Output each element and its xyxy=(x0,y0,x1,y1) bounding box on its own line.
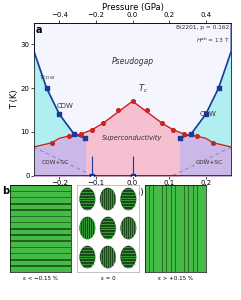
Point xyxy=(116,107,120,112)
Text: CDW+SC: CDW+SC xyxy=(196,160,223,165)
Y-axis label: T (K): T (K) xyxy=(10,89,19,109)
Bar xyxy=(10,217,71,221)
Point xyxy=(171,127,175,132)
Text: $T_\mathrm{CDW}$: $T_\mathrm{CDW}$ xyxy=(39,73,56,82)
Text: CDW+SC: CDW+SC xyxy=(42,160,69,165)
Text: a: a xyxy=(36,25,42,35)
Bar xyxy=(194,184,196,272)
Ellipse shape xyxy=(100,217,116,239)
X-axis label: ε (%): ε (%) xyxy=(122,188,143,197)
Bar xyxy=(167,184,170,272)
Bar xyxy=(10,242,71,246)
Point xyxy=(67,134,70,139)
Bar xyxy=(172,184,174,272)
Point xyxy=(182,132,186,136)
Bar xyxy=(10,230,71,233)
Bar xyxy=(150,184,152,272)
Ellipse shape xyxy=(79,217,95,239)
Text: ε < −0.15 %: ε < −0.15 % xyxy=(23,275,58,281)
Point xyxy=(57,112,61,117)
Text: Bi2201, p = 0.162: Bi2201, p = 0.162 xyxy=(176,25,229,30)
Point xyxy=(90,127,94,132)
Point xyxy=(217,86,221,91)
Text: $H^{ab}$ = 13 T: $H^{ab}$ = 13 T xyxy=(196,36,229,45)
Bar xyxy=(145,184,148,272)
Bar xyxy=(202,184,205,272)
Bar xyxy=(176,184,179,272)
Bar xyxy=(10,192,71,196)
Point xyxy=(45,86,48,91)
Text: Superconductivity: Superconductivity xyxy=(102,135,163,141)
Ellipse shape xyxy=(79,188,95,210)
Bar xyxy=(180,184,183,272)
Text: Pseudogap: Pseudogap xyxy=(112,57,154,66)
Ellipse shape xyxy=(120,217,136,239)
Ellipse shape xyxy=(120,246,136,268)
Bar xyxy=(10,205,71,208)
Point xyxy=(160,121,164,125)
Bar xyxy=(198,184,201,272)
Point xyxy=(178,136,182,141)
Text: ε = 0: ε = 0 xyxy=(100,275,115,281)
Point xyxy=(101,121,105,125)
Bar xyxy=(185,184,187,272)
Point xyxy=(50,140,54,145)
Point xyxy=(204,112,208,117)
X-axis label: Pressure (GPa): Pressure (GPa) xyxy=(102,3,163,12)
Text: CDW: CDW xyxy=(56,103,73,109)
Point xyxy=(195,134,199,139)
Bar xyxy=(10,261,71,264)
Ellipse shape xyxy=(79,246,95,268)
Ellipse shape xyxy=(100,188,116,210)
Bar xyxy=(10,254,71,258)
Point xyxy=(83,136,87,141)
Bar xyxy=(10,236,71,239)
Bar xyxy=(189,184,192,272)
Bar xyxy=(10,199,71,202)
Point xyxy=(189,132,193,136)
Bar xyxy=(10,223,71,227)
Bar xyxy=(158,184,161,272)
Ellipse shape xyxy=(100,246,116,268)
Point xyxy=(145,107,149,112)
Bar xyxy=(163,184,166,272)
Bar xyxy=(154,184,157,272)
Ellipse shape xyxy=(120,188,136,210)
Point xyxy=(211,140,215,145)
Text: b: b xyxy=(2,186,10,196)
Point xyxy=(72,132,76,136)
Bar xyxy=(10,248,71,252)
Text: CDW: CDW xyxy=(199,111,216,117)
Point xyxy=(79,132,83,136)
Bar xyxy=(10,267,71,271)
Text: $T_c$: $T_c$ xyxy=(138,82,148,94)
Text: ε > +0.15 %: ε > +0.15 % xyxy=(158,275,193,281)
Bar xyxy=(10,211,71,214)
Bar xyxy=(10,186,71,190)
Point xyxy=(131,99,134,103)
